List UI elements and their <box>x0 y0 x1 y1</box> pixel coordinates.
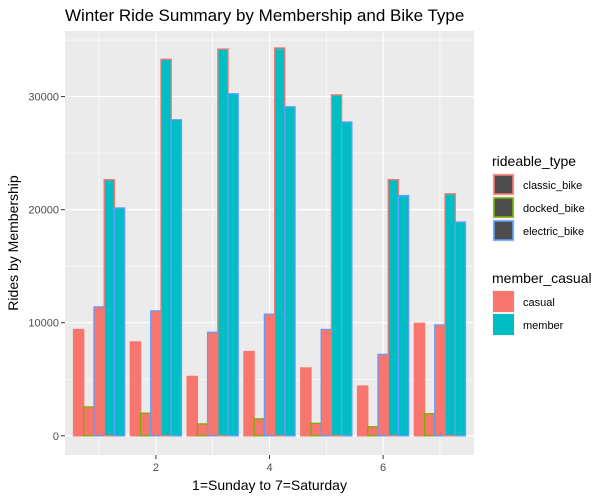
bar-member-electric-bike-day-5 <box>340 121 353 437</box>
bar-casual-electric-bike-day-3 <box>206 331 219 437</box>
x-tick-label: 6 <box>380 462 386 474</box>
bar-member-electric-bike-day-6 <box>397 194 410 437</box>
bar-casual-docked-bike-day-7 <box>423 413 436 437</box>
legend-label: electric_bike <box>523 226 584 238</box>
legend-label: member <box>523 320 564 332</box>
bar-member-electric-bike-day-1 <box>113 207 126 437</box>
bar-casual-classic-bike-day-2 <box>129 341 142 437</box>
y-tick-label: 30000 <box>28 92 59 104</box>
bar-member-electric-bike-day-3 <box>227 93 239 437</box>
x-axis-label: 1=Sunday to 7=Saturday <box>192 477 347 493</box>
bar-casual-classic-bike-day-4 <box>243 350 255 437</box>
x-tick-label: 2 <box>153 462 159 474</box>
y-tick-label: 20000 <box>28 205 59 217</box>
legend-title: rideable_type <box>492 153 576 169</box>
bar-member-classic-bike-day-5 <box>330 94 343 437</box>
legend-key-member <box>493 314 514 335</box>
bar-casual-classic-bike-day-5 <box>300 367 312 437</box>
bar-casual-classic-bike-day-1 <box>72 328 85 437</box>
y-tick-label: 0 <box>53 431 59 443</box>
bar-casual-classic-bike-day-7 <box>413 322 426 437</box>
bar-casual-docked-bike-day-5 <box>310 422 322 437</box>
bar-casual-docked-bike-day-6 <box>367 426 379 437</box>
bar-casual-classic-bike-day-3 <box>186 375 199 437</box>
bar-member-electric-bike-day-4 <box>284 106 296 437</box>
bar-member-classic-bike-day-3 <box>217 48 229 437</box>
x-axis: 2 4 6 <box>153 455 386 474</box>
bar-member-electric-bike-day-2 <box>170 119 183 437</box>
y-axis: 0 10000 20000 30000 <box>28 92 65 443</box>
bar-member-classic-bike-day-6 <box>387 179 400 437</box>
bar-casual-electric-bike-day-5 <box>320 328 333 437</box>
legend-title: member_casual <box>492 270 592 286</box>
bar-casual-classic-bike-day-6 <box>356 385 369 437</box>
y-axis-label: Rides by Membership <box>5 175 21 311</box>
bar-casual-electric-bike-day-6 <box>377 353 389 437</box>
bar-casual-docked-bike-day-3 <box>196 423 209 437</box>
bar-member-classic-bike-day-1 <box>103 179 116 437</box>
y-tick-label: 10000 <box>28 318 59 330</box>
bar-member-classic-bike-day-7 <box>444 193 456 437</box>
legend-label: classic_bike <box>523 180 582 192</box>
legends: rideable_type classic_bike docked_bikeelec… <box>492 153 592 336</box>
bar-casual-docked-bike-day-1 <box>83 406 95 437</box>
bar-casual-electric-bike-day-7 <box>434 324 446 437</box>
x-tick-label: 4 <box>266 462 272 474</box>
bar-casual-electric-bike-day-2 <box>150 310 162 437</box>
legend-key-electric-bike <box>493 220 514 241</box>
bar-casual-electric-bike-day-1 <box>93 306 105 437</box>
bar-casual-docked-bike-day-2 <box>139 412 152 437</box>
legend-label: docked_bike <box>523 203 585 215</box>
bar-casual-docked-bike-day-4 <box>253 418 266 437</box>
bar-member-electric-bike-day-7 <box>454 221 467 437</box>
bars <box>72 47 467 437</box>
bar-casual-electric-bike-day-4 <box>263 313 276 437</box>
legend-key-docked-bike <box>493 197 514 218</box>
bar-member-classic-bike-day-4 <box>273 47 286 437</box>
bar-member-classic-bike-day-2 <box>160 58 172 437</box>
chart-title: Winter Ride Summary by Membership and Bi… <box>65 6 464 25</box>
legend-key-classic-bike <box>493 174 514 195</box>
legend-key-casual <box>493 291 514 312</box>
legend-label: casual <box>523 297 555 309</box>
